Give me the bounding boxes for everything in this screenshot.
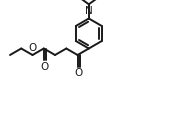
Text: O: O bbox=[41, 62, 49, 72]
Text: N: N bbox=[85, 6, 93, 16]
Text: O: O bbox=[74, 68, 83, 78]
Text: O: O bbox=[28, 43, 37, 53]
